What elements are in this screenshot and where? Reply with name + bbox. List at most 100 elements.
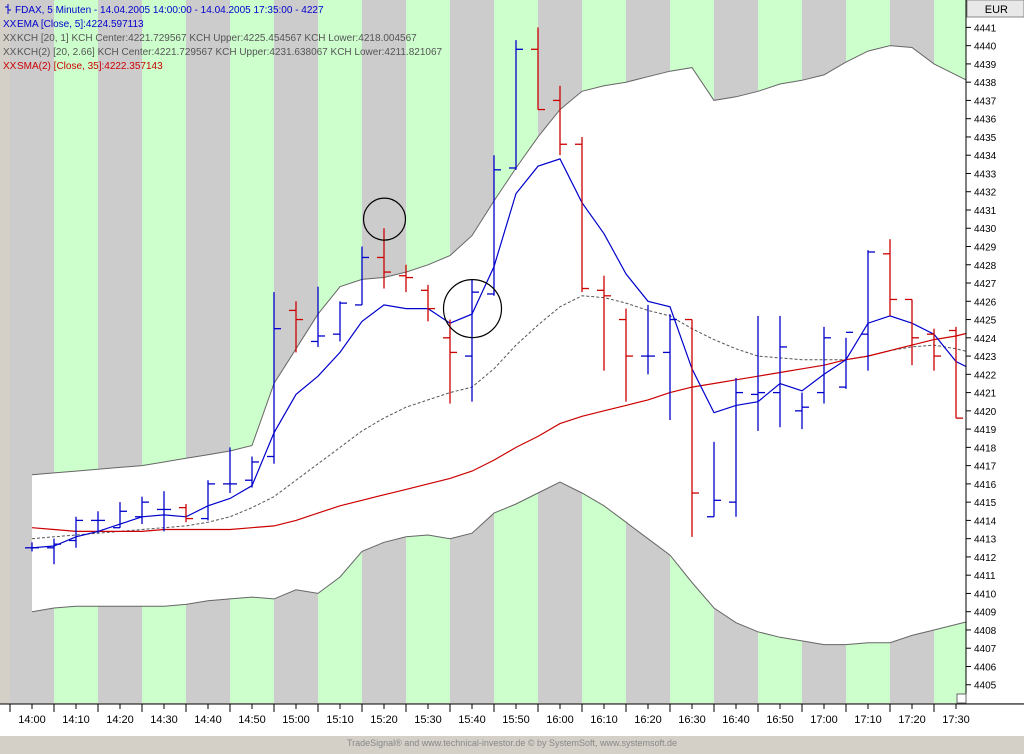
price-bar (773, 315, 787, 428)
y-tick-label: 4424 (974, 334, 997, 345)
price-bar (69, 516, 83, 548)
y-tick-label: 4417 (974, 462, 997, 473)
legend-entry: KCH [20, 1] KCH Center:4221.729567 KCH U… (17, 33, 417, 44)
y-tick-label: 4431 (974, 206, 997, 217)
price-bar (927, 328, 941, 371)
legend-entry: EMA [Close, 5]:4224.597113 (17, 19, 144, 30)
y-tick-label: 4411 (974, 571, 996, 582)
annotation-circles (362, 197, 503, 339)
y-tick-label: 4435 (974, 133, 997, 144)
y-tick-label: 4428 (974, 261, 997, 272)
annotation-circle (442, 278, 503, 339)
x-tick-label: 17:20 (898, 714, 926, 726)
price-bar (25, 542, 39, 552)
y-tick-label: 4407 (974, 644, 997, 655)
x-tick-label: 16:40 (722, 714, 750, 726)
y-axis-panel (966, 17, 1024, 703)
x-tick-label: 14:50 (238, 714, 266, 726)
x-tick-label: 15:40 (458, 714, 486, 726)
price-bars (25, 27, 985, 565)
x-tick-label: 15:10 (326, 714, 354, 726)
x-tick-label: 14:30 (150, 714, 178, 726)
y-tick-label: 4420 (974, 407, 997, 418)
indicator-lines (31, 158, 979, 549)
price-bar (531, 27, 545, 111)
price-bar (421, 284, 435, 322)
y-tick-label: 4406 (974, 662, 997, 673)
x-tick-label: 16:20 (634, 714, 662, 726)
price-bar (465, 279, 479, 402)
price-bar (619, 308, 633, 402)
legend-marker: XX (3, 47, 17, 58)
y-tick-label: 4422 (974, 370, 997, 381)
price-bar (201, 480, 215, 521)
price-bar (333, 301, 347, 342)
price-bar (553, 85, 567, 156)
y-tick-label: 4409 (974, 608, 997, 619)
y-tick-label: 4437 (974, 96, 997, 107)
price-bar (575, 136, 589, 293)
x-tick-label: 17:00 (810, 714, 838, 726)
x-tick-label: 15:30 (414, 714, 442, 726)
x-tick-label: 16:10 (590, 714, 618, 726)
price-bar (707, 441, 721, 518)
price-bar (509, 40, 523, 170)
y-tick-label: 4415 (974, 498, 997, 509)
price-bar (179, 503, 193, 523)
x-tick-label: 14:20 (106, 714, 134, 726)
x-tick-label: 17:10 (854, 714, 882, 726)
y-tick-label: 4416 (974, 480, 997, 491)
y-tick-label: 4433 (974, 169, 997, 180)
price-bar (245, 456, 259, 488)
x-tick-label: 16:00 (546, 714, 574, 726)
price-bar (685, 318, 699, 537)
y-tick-label: 4430 (974, 224, 997, 235)
x-tick-label: 14:40 (194, 714, 222, 726)
x-tick-label: 14:00 (18, 714, 46, 726)
x-tick-label: 15:20 (370, 714, 398, 726)
currency-label: EUR (985, 4, 1008, 16)
price-bar (157, 491, 171, 532)
channel-bands (31, 45, 979, 646)
y-tick-label: 4413 (974, 535, 997, 546)
price-bar (883, 239, 897, 316)
currency-box (966, 0, 1024, 18)
y-tick-label: 4419 (974, 425, 997, 436)
price-bar (663, 314, 677, 420)
annotation-circle (362, 197, 407, 241)
legend: FDAX, 5 Minuten - 14.04.2005 14:00:00 - … (3, 4, 443, 72)
price-bar (729, 377, 743, 517)
price-bar (817, 326, 831, 404)
price-bar (487, 155, 501, 296)
price-bar (751, 315, 765, 431)
x-axis-panel (0, 704, 1024, 736)
price-bar (949, 326, 963, 419)
legend-marker: XX (3, 19, 17, 30)
y-tick-label: 4440 (974, 42, 997, 53)
legend-marker: XX (3, 61, 17, 72)
resize-grip[interactable] (956, 693, 967, 704)
y-tick-label: 4434 (974, 151, 997, 162)
y-tick-label: 4426 (974, 297, 997, 308)
y-tick-label: 4439 (974, 60, 997, 71)
y-tick-label: 4441 (974, 23, 997, 34)
y-tick-label: 4432 (974, 188, 997, 199)
price-bar (113, 502, 127, 529)
y-tick-label: 4418 (974, 443, 997, 454)
y-tick-label: 4405 (974, 681, 997, 692)
legend-entry: SMA(2) [Close, 35]:4222.357143 (17, 61, 163, 72)
ema-line (31, 158, 979, 549)
y-tick-label: 4438 (974, 78, 997, 89)
channel-upper-line (31, 45, 979, 476)
channel-lower-line (31, 481, 979, 646)
y-tick-label: 4410 (974, 589, 997, 600)
price-bar (443, 319, 457, 404)
price-bar (267, 292, 281, 464)
price-bar (377, 228, 391, 289)
price-bar (641, 304, 655, 375)
price-bar (311, 286, 325, 347)
price-bar (399, 264, 413, 293)
legend-entry: FDAX, 5 Minuten - 14.04.2005 14:00:00 - … (15, 5, 324, 16)
